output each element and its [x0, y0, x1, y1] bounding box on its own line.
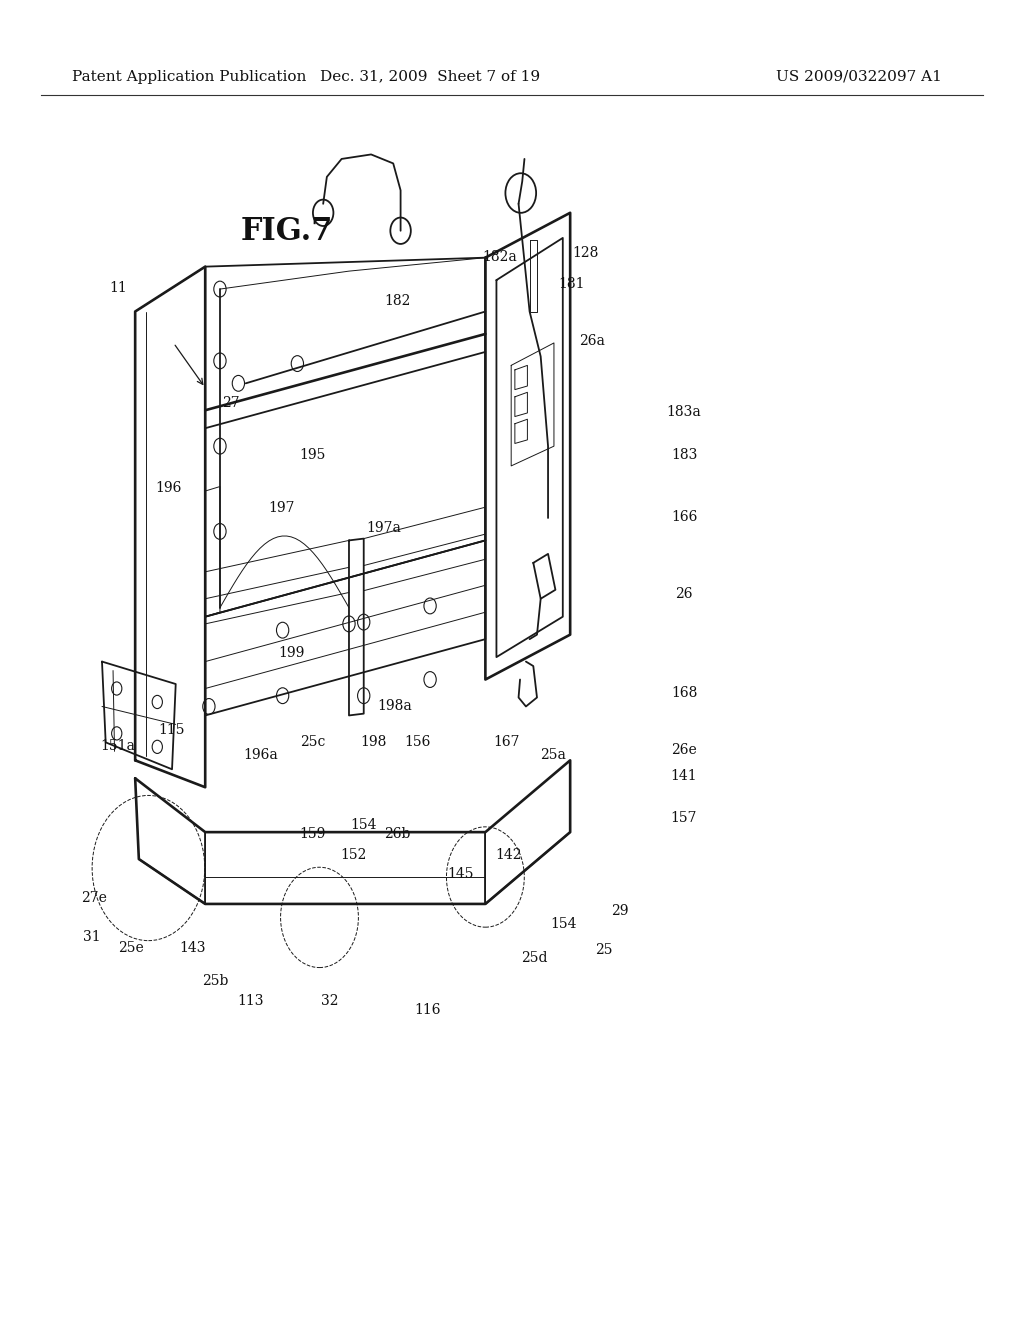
Text: 25: 25 — [595, 944, 613, 957]
Text: 115: 115 — [159, 723, 185, 737]
Text: 25a: 25a — [540, 748, 566, 762]
Text: 167: 167 — [494, 735, 520, 748]
Text: 26: 26 — [675, 587, 693, 601]
Text: FIG.7: FIG.7 — [241, 215, 333, 247]
Text: 195: 195 — [299, 449, 326, 462]
Text: 25d: 25d — [521, 952, 548, 965]
Text: 154: 154 — [550, 917, 577, 931]
Text: 25c: 25c — [300, 735, 325, 748]
Text: 26a: 26a — [579, 334, 605, 347]
Text: 168: 168 — [671, 686, 697, 700]
Text: 29: 29 — [610, 904, 629, 917]
Text: 156: 156 — [404, 735, 431, 748]
Text: 159: 159 — [299, 828, 326, 841]
Text: Dec. 31, 2009  Sheet 7 of 19: Dec. 31, 2009 Sheet 7 of 19 — [321, 70, 540, 83]
Text: 31: 31 — [83, 931, 101, 944]
Text: 143: 143 — [179, 941, 206, 954]
Text: 32: 32 — [321, 994, 339, 1007]
Text: 27e: 27e — [81, 891, 108, 904]
Text: 181: 181 — [558, 277, 585, 290]
Text: 198: 198 — [360, 735, 387, 748]
Text: 182a: 182a — [482, 251, 517, 264]
Text: 141: 141 — [671, 770, 697, 783]
Text: 113: 113 — [238, 994, 264, 1007]
Text: 199: 199 — [279, 647, 305, 660]
Text: 183a: 183a — [667, 405, 701, 418]
Text: 183: 183 — [671, 449, 697, 462]
Text: US 2009/0322097 A1: US 2009/0322097 A1 — [776, 70, 942, 83]
Text: 116: 116 — [415, 1003, 441, 1016]
Text: 196a: 196a — [244, 748, 279, 762]
Text: 25b: 25b — [202, 974, 228, 987]
Text: 157: 157 — [671, 812, 697, 825]
Text: 25e: 25e — [118, 941, 144, 954]
Text: 198a: 198a — [377, 700, 412, 713]
Text: Patent Application Publication: Patent Application Publication — [72, 70, 306, 83]
Text: 196: 196 — [156, 482, 182, 495]
Text: 182: 182 — [384, 294, 411, 308]
Text: 166: 166 — [671, 511, 697, 524]
Text: 142: 142 — [496, 849, 522, 862]
Text: 11: 11 — [109, 281, 127, 294]
Text: 151a: 151a — [100, 739, 135, 752]
Text: 26b: 26b — [384, 828, 411, 841]
Text: 154: 154 — [350, 818, 377, 832]
Text: 145: 145 — [447, 867, 474, 880]
Text: 197: 197 — [268, 502, 295, 515]
Text: 27: 27 — [221, 396, 240, 409]
Text: 197a: 197a — [367, 521, 401, 535]
Text: 26e: 26e — [671, 743, 697, 756]
Text: 152: 152 — [340, 849, 367, 862]
Text: 128: 128 — [572, 247, 599, 260]
